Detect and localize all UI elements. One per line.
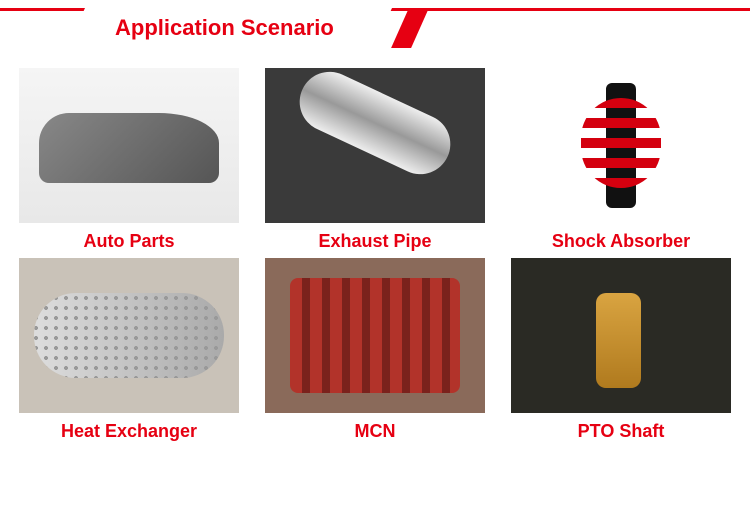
card-caption: MCN	[355, 421, 396, 442]
grid-card: Exhaust Pipe	[258, 68, 492, 252]
grid-card: Shock Absorber	[504, 68, 738, 252]
header-wedge-accent	[391, 8, 429, 48]
section-header: Application Scenario	[0, 8, 750, 50]
grid-card: Heat Exchanger	[12, 258, 246, 442]
card-image	[265, 258, 485, 413]
card-image	[19, 258, 239, 413]
card-image	[511, 258, 731, 413]
header-title: Application Scenario	[115, 15, 334, 41]
card-caption: Shock Absorber	[552, 231, 690, 252]
card-caption: Heat Exchanger	[61, 421, 197, 442]
card-image	[265, 68, 485, 223]
card-image	[511, 68, 731, 223]
header-title-tab: Application Scenario	[85, 8, 374, 48]
card-caption: Auto Parts	[83, 231, 174, 252]
grid-card: Auto Parts	[12, 68, 246, 252]
application-grid: Auto Parts Exhaust Pipe Shock Absorber H…	[0, 68, 750, 442]
grid-card: MCN	[258, 258, 492, 442]
card-caption: Exhaust Pipe	[318, 231, 431, 252]
grid-card: PTO Shaft	[504, 258, 738, 442]
card-image	[19, 68, 239, 223]
card-caption: PTO Shaft	[578, 421, 665, 442]
